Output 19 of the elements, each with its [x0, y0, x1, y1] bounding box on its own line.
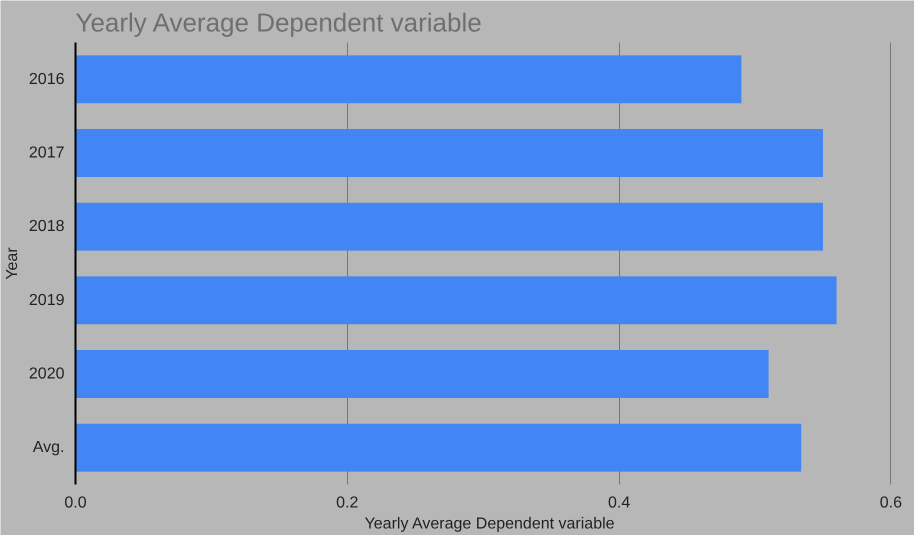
bar: [76, 202, 823, 251]
y-tick-label: 2017: [28, 144, 65, 162]
y-tick-label: 2018: [28, 218, 65, 236]
bar: [76, 276, 837, 324]
bar: [76, 55, 742, 104]
y-tick-label: 2020: [28, 366, 65, 382]
x-axis-title: Yearly Average Dependent variable: [364, 516, 615, 532]
y-tick-label: Avg.: [32, 439, 65, 456]
x-tick-label: 0.4: [608, 494, 630, 512]
bar: [76, 350, 769, 398]
x-tick-label: 0.2: [336, 494, 359, 512]
bar: [76, 129, 823, 177]
y-axis-title: Year: [4, 246, 21, 280]
x-tick-label: 0.0: [64, 494, 87, 512]
y-tick-label: 2019: [28, 292, 65, 309]
x-tick-label: 0.6: [880, 494, 902, 512]
bar: [76, 424, 802, 472]
chart-title: Yearly Average Dependent variable: [76, 8, 482, 38]
y-tick-label: 2016: [28, 70, 65, 88]
